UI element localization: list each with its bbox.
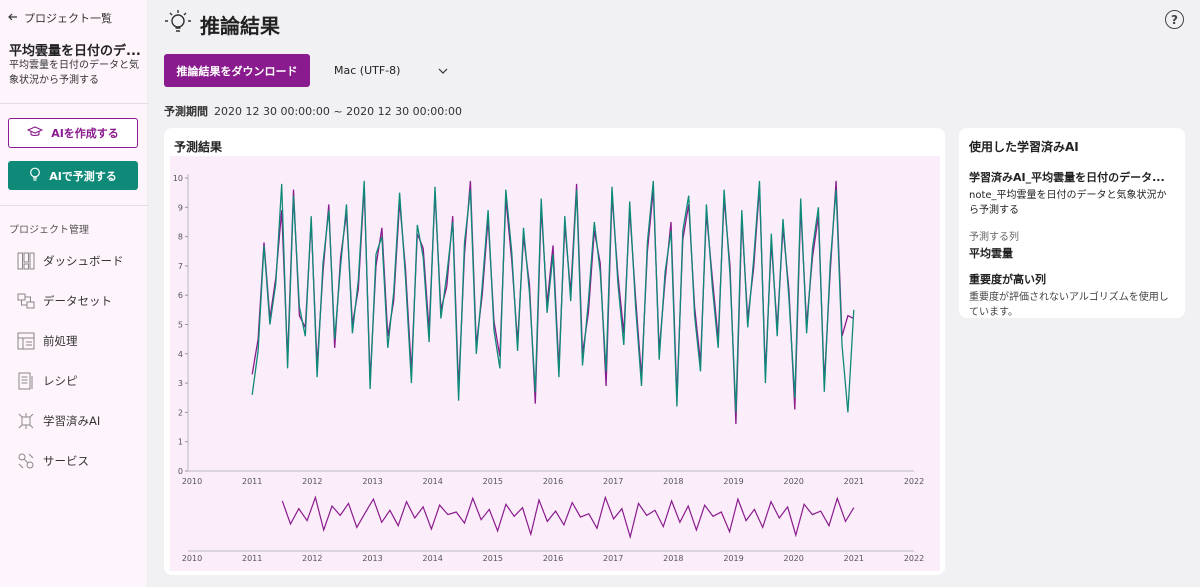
trained-ai-card-title: 使用した学習済みAI — [969, 140, 1079, 154]
chevron-down-icon — [438, 64, 448, 77]
overview-x-tick-label: 2018 — [663, 554, 683, 563]
overview-x-tick-label: 2010 — [182, 554, 202, 563]
y-tick-label: 4 — [178, 350, 183, 359]
x-tick-label: 2019 — [723, 477, 743, 486]
x-tick-label: 2014 — [422, 477, 442, 486]
x-tick-label: 2021 — [844, 477, 864, 486]
overview-x-tick-label: 2019 — [723, 554, 743, 563]
predict-ai-label: AIで予測する — [49, 169, 117, 183]
dataset-icon — [17, 292, 35, 310]
trained-ai-file: note_平均雲量を日付のデータと気象状況から予測する — [969, 190, 1167, 216]
x-tick-label: 2010 — [182, 477, 202, 486]
y-tick-label: 5 — [178, 321, 183, 330]
importance-title: 重要度が高い列 — [969, 273, 1046, 286]
lightbulb-icon — [164, 8, 192, 40]
arrow-left-icon — [8, 12, 18, 25]
project-title: 平均雲量を日付のデ... — [9, 44, 141, 59]
y-tick-label: 0 — [178, 467, 183, 476]
overview-x-tick-label: 2021 — [844, 554, 864, 563]
sidebar-item-label: 前処理 — [43, 334, 78, 348]
sidebar-item-dataset[interactable]: データセット — [17, 289, 112, 313]
overview-x-tick-label: 2012 — [302, 554, 322, 563]
x-tick-label: 2012 — [302, 477, 322, 486]
create-ai-label: AIを作成する — [51, 127, 119, 140]
y-tick-label: 2 — [178, 408, 183, 417]
overview-x-tick-label: 2013 — [362, 554, 382, 563]
section-label: プロジェクト管理 — [9, 225, 89, 236]
y-tick-label: 3 — [178, 379, 183, 388]
prediction-chart[interactable]: 0 1 2 3 4 5 6 7 8 9 10 2010 2011 2012 2013 2014 2015 201… — [164, 128, 945, 575]
prediction-period: 予測期間 2020 12 30 00:00:00 ~ 2020 12 30 00:… — [164, 103, 462, 119]
y-tick-label: 8 — [178, 233, 183, 242]
y-tick-label: 1 — [178, 438, 183, 447]
x-tick-label: 2015 — [483, 477, 503, 486]
project-description: 平均雲量を日付のデータと気象状況から予測する — [9, 60, 139, 86]
trained-ai-name[interactable]: 学習済みAI_平均雲量を日付のデータ... — [969, 171, 1165, 184]
overview-x-tick-label: 2015 — [483, 554, 503, 563]
back-link[interactable]: プロジェクト一覧 — [8, 10, 112, 26]
sidebar-item-label: レシピ — [43, 374, 78, 388]
lightbulb-icon — [29, 167, 41, 184]
sidebar-item-recipe[interactable]: レシピ — [17, 369, 78, 393]
service-icon — [17, 452, 35, 470]
sidebar-item-preprocess[interactable]: 前処理 — [17, 329, 78, 353]
sidebar-item-trained-ai[interactable]: 学習済みAI — [17, 409, 100, 433]
recipe-icon — [17, 372, 35, 390]
sidebar-item-label: ダッシュボード — [43, 254, 124, 268]
period-value: 2020 12 30 00:00:00 ~ 2020 12 30 00:00:0… — [214, 105, 462, 118]
download-results-button[interactable]: 推論結果をダウンロード — [164, 54, 310, 87]
graduation-cap-icon — [26, 125, 44, 141]
target-column-label: 予測する列 — [969, 232, 1019, 243]
trained-ai-card: 使用した学習済みAI 学習済みAI_平均雲量を日付のデータ... note_平均… — [959, 128, 1185, 318]
overview-x-tick-label: 2017 — [603, 554, 623, 563]
y-tick-label: 7 — [178, 262, 183, 271]
help-icon[interactable]: ? — [1165, 10, 1184, 29]
sidebar-item-service[interactable]: サービス — [17, 449, 89, 473]
target-column-value: 平均雲量 — [969, 247, 1013, 260]
sidebar-item-label: データセット — [43, 294, 112, 308]
overview-x-tick-label: 2014 — [422, 554, 442, 563]
overview-x-tick-label: 2011 — [242, 554, 262, 563]
x-tick-label: 2016 — [543, 477, 563, 486]
y-tick-label: 9 — [178, 203, 183, 212]
prediction-chart-card: 0 1 2 3 4 5 6 7 8 9 10 2010 2011 2012 2013 2014 2015 201… — [164, 128, 945, 575]
y-tick-label: 10 — [173, 174, 183, 183]
overview-x-tick-label: 2020 — [783, 554, 803, 563]
overview-x-tick-label: 2016 — [543, 554, 563, 563]
dashboard-icon — [17, 252, 35, 270]
preprocess-icon — [17, 332, 35, 350]
x-tick-label: 2020 — [783, 477, 803, 486]
encoding-value: Mac (UTF-8) — [334, 63, 401, 77]
trained-ai-icon — [17, 412, 35, 430]
sidebar-item-dashboard[interactable]: ダッシュボード — [17, 249, 124, 273]
sidebar-item-label: 学習済みAI — [43, 414, 101, 428]
x-tick-label: 2011 — [242, 477, 262, 486]
overview-series-line — [281, 495, 855, 540]
importance-note: 重要度が評価されないアルゴリズムを使用しています。 — [969, 292, 1169, 318]
period-label: 予測期間 — [164, 105, 208, 118]
divider — [0, 103, 148, 104]
y-tick-label: 6 — [178, 291, 183, 300]
x-tick-label: 2018 — [663, 477, 683, 486]
x-tick-label: 2013 — [362, 477, 382, 486]
chart-card-title: 予測結果 — [174, 140, 223, 154]
sidebar: プロジェクト一覧 平均雲量を日付のデ... 平均雲量を日付のデータと気象状況から… — [0, 0, 148, 587]
page-title: 推論結果 — [200, 14, 280, 38]
sidebar-item-label: サービス — [43, 454, 89, 468]
overview-x-tick-label: 2022 — [904, 554, 924, 563]
back-link-label: プロジェクト一覧 — [24, 12, 112, 25]
encoding-select[interactable]: Mac (UTF-8) — [326, 56, 456, 84]
create-ai-button[interactable]: AIを作成する — [8, 118, 138, 148]
divider — [0, 205, 148, 206]
series-line-teal — [251, 180, 855, 413]
x-tick-label: 2017 — [603, 477, 623, 486]
x-tick-label: 2022 — [904, 477, 924, 486]
predict-ai-button[interactable]: AIで予測する — [8, 161, 138, 190]
chart-background — [170, 156, 940, 571]
